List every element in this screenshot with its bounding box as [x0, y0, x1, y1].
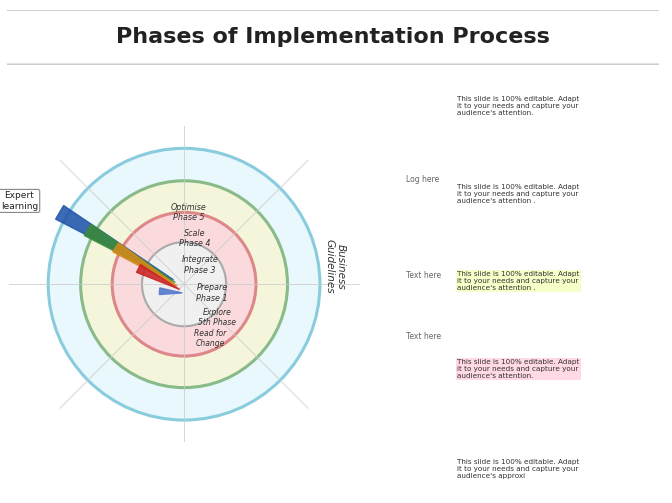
Polygon shape	[56, 206, 173, 280]
Polygon shape	[84, 224, 175, 283]
Text: This slide is 100% editable. Adapt
it to your needs and capture your
audience's : This slide is 100% editable. Adapt it to…	[457, 96, 579, 116]
Text: This slide is 100% editable. Adapt
it to your needs and capture your
audience's : This slide is 100% editable. Adapt it to…	[457, 184, 579, 204]
Text: Prepare
Phase 1: Prepare Phase 1	[196, 283, 228, 303]
Text: Text here: Text here	[406, 271, 442, 280]
Polygon shape	[159, 288, 182, 295]
Polygon shape	[113, 243, 177, 286]
FancyBboxPatch shape	[0, 10, 672, 64]
Text: Optimise
Phase 5: Optimise Phase 5	[171, 203, 206, 222]
Polygon shape	[136, 265, 179, 289]
Text: This slide is 100% editable. Adapt
it to your needs and capture your
audience's : This slide is 100% editable. Adapt it to…	[457, 359, 579, 379]
Circle shape	[142, 242, 226, 326]
Text: This slide is 100% editable. Adapt
it to your needs and capture your
audience's : This slide is 100% editable. Adapt it to…	[457, 459, 579, 479]
Text: This slide is 100% editable. Adapt
it to your needs and capture your
audience's : This slide is 100% editable. Adapt it to…	[457, 271, 579, 291]
Circle shape	[81, 181, 288, 388]
Text: Log here: Log here	[406, 175, 439, 184]
Text: Phases of Implementation Process: Phases of Implementation Process	[116, 27, 550, 47]
Circle shape	[48, 148, 320, 420]
Text: Text here: Text here	[406, 332, 442, 341]
Text: Business
Guidelines: Business Guidelines	[324, 239, 345, 294]
Text: Explore
5th Phase: Explore 5th Phase	[198, 308, 237, 327]
Circle shape	[112, 212, 256, 356]
Text: Scale
Phase 4: Scale Phase 4	[179, 229, 210, 248]
Text: Read for
Change: Read for Change	[194, 329, 226, 348]
Text: Expert
learning: Expert learning	[1, 191, 38, 211]
Text: Integrate
Phase 3: Integrate Phase 3	[181, 255, 218, 275]
